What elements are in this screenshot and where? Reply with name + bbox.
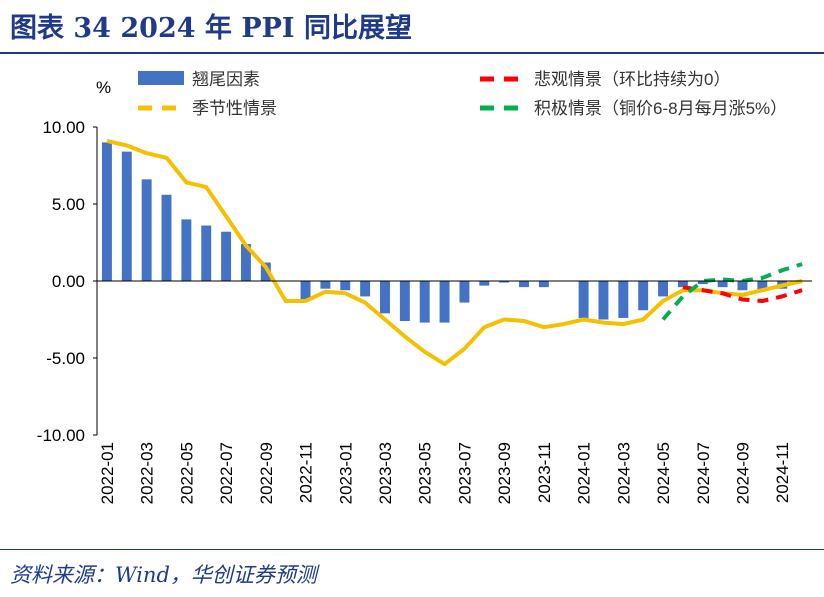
x-tick-label: 2022-05 [177, 442, 196, 504]
bar [578, 281, 589, 318]
bar [399, 281, 410, 322]
x-tick-label: 2023-07 [455, 442, 474, 504]
bar [121, 151, 132, 281]
x-tick-label: 2023-01 [336, 442, 355, 504]
x-tick-label: 2024-11 [773, 442, 792, 503]
bar [638, 281, 649, 311]
bar [181, 219, 192, 281]
dashed-line-series [682, 285, 803, 303]
source-note: 资料来源：Wind，华创证券预测 [10, 563, 317, 587]
bar [737, 281, 748, 291]
bar [618, 281, 629, 318]
bar [479, 281, 490, 286]
bar [499, 281, 510, 283]
bar [240, 244, 251, 281]
page-title: 图表 34 2024 年 PPI 同比展望 [10, 13, 412, 44]
bar [101, 142, 112, 281]
y-tick-label: -10.00 [37, 426, 85, 445]
x-tick-label: 2022-07 [217, 442, 236, 504]
bar [598, 281, 609, 320]
bar-series [101, 142, 788, 323]
x-tick-label: 2022-01 [98, 442, 117, 504]
x-tick-label: 2024-09 [733, 442, 752, 504]
bar [538, 281, 549, 288]
bar [459, 281, 470, 303]
bar [340, 281, 351, 291]
bar [360, 281, 371, 297]
x-tick-label: 2023-09 [495, 442, 514, 504]
bar [658, 281, 669, 297]
line-series [106, 138, 803, 367]
bar [419, 281, 430, 323]
x-tick-label: 2022-11 [297, 442, 316, 503]
x-tick-label: 2024-07 [694, 442, 713, 504]
y-tick-label: 10.00 [42, 118, 85, 137]
solid-line-series [106, 138, 803, 367]
bar [677, 281, 688, 288]
y-tick-label: 5.00 [52, 195, 85, 214]
bar [380, 281, 390, 314]
x-tick-label: 2024-03 [614, 442, 633, 504]
x-tick-label: 2023-05 [416, 442, 435, 504]
x-tick-label: 2022-09 [257, 442, 276, 504]
bar [717, 281, 728, 288]
x-tick-label: 2024-01 [575, 442, 594, 504]
legend-label: 悲观情景（环比持续为0） [534, 70, 730, 89]
header-divider [0, 52, 824, 54]
y-tick-label: -5.00 [46, 349, 85, 368]
bar [300, 281, 311, 300]
bar [260, 262, 271, 281]
legend-label: 积极情景（铜价6-8月每月涨5%） [534, 99, 787, 118]
bar [161, 194, 172, 281]
x-tick-label: 2024-05 [654, 442, 673, 504]
legend-label: 季节性情景 [192, 99, 277, 118]
x-tick-label: 2023-03 [376, 442, 395, 504]
bar [519, 281, 529, 288]
bar [141, 179, 152, 281]
bar [439, 281, 450, 323]
bar [221, 231, 232, 281]
x-tick-label: 2023-11 [535, 442, 554, 503]
y-tick-label: 0.00 [52, 272, 85, 291]
bar [201, 225, 212, 281]
legend-label: 翘尾因素 [192, 70, 260, 89]
x-tick-label: 2022-03 [138, 442, 157, 504]
bar [757, 281, 768, 291]
dashed-line-series [661, 262, 803, 321]
y-axis-label: % [96, 78, 111, 97]
legend-swatch-bar [138, 71, 184, 85]
bar [697, 281, 708, 285]
footer-divider [0, 549, 824, 550]
bar [320, 281, 331, 289]
